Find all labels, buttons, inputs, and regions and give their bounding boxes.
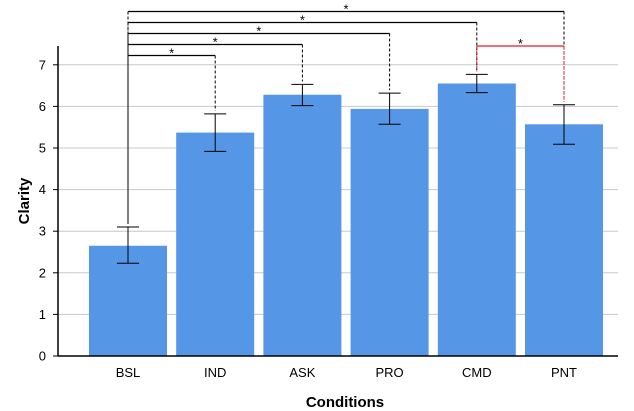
significance-bracket-cmd-pnt: * [476, 36, 565, 102]
y-tick-label: 7 [39, 57, 46, 72]
y-tick-labels: 0 1 2 3 4 5 6 7 [39, 57, 58, 364]
y-axis-title: Clarity [16, 177, 33, 224]
y-tick-label: 6 [39, 99, 46, 114]
bars [89, 83, 603, 357]
axes [57, 46, 618, 357]
significance-star: * [213, 35, 218, 50]
x-tick-label: PRO [376, 365, 404, 380]
bar-cmd [437, 83, 516, 357]
significance-star: * [518, 36, 523, 51]
x-tick-label: ASK [289, 365, 315, 380]
y-tick-label: 2 [39, 265, 46, 280]
x-tick-label: BSL [116, 365, 141, 380]
x-axis-title: Conditions [306, 394, 384, 411]
significance-star: * [169, 46, 174, 61]
y-tick-label: 4 [39, 182, 46, 197]
error-bars [117, 73, 575, 264]
x-tick-label: CMD [462, 365, 492, 380]
significance-bracket-bsl-ask: * [127, 35, 303, 225]
significance-star: * [256, 24, 261, 39]
bar-ask [263, 94, 342, 356]
y-tick-label: 1 [39, 307, 46, 322]
bar-bsl [89, 245, 167, 356]
x-tick-label: IND [204, 365, 226, 380]
y-tick-label: 5 [39, 141, 46, 156]
significance-brackets: * * * * * * [127, 2, 565, 225]
y-tick-label: 3 [39, 224, 46, 239]
significance-bracket-bsl-pro: * [127, 24, 391, 225]
bar-pnt [525, 124, 603, 357]
x-tick-label: PNT [551, 365, 577, 380]
significance-bracket-bsl-ind: * [127, 46, 216, 225]
significance-star: * [300, 13, 305, 28]
bar-pro [350, 108, 429, 356]
bar-ind [176, 132, 255, 356]
x-tick-labels: BSL IND ASK PRO CMD PNT [116, 365, 577, 380]
significance-star: * [343, 2, 348, 17]
y-tick-label: 0 [39, 349, 46, 364]
